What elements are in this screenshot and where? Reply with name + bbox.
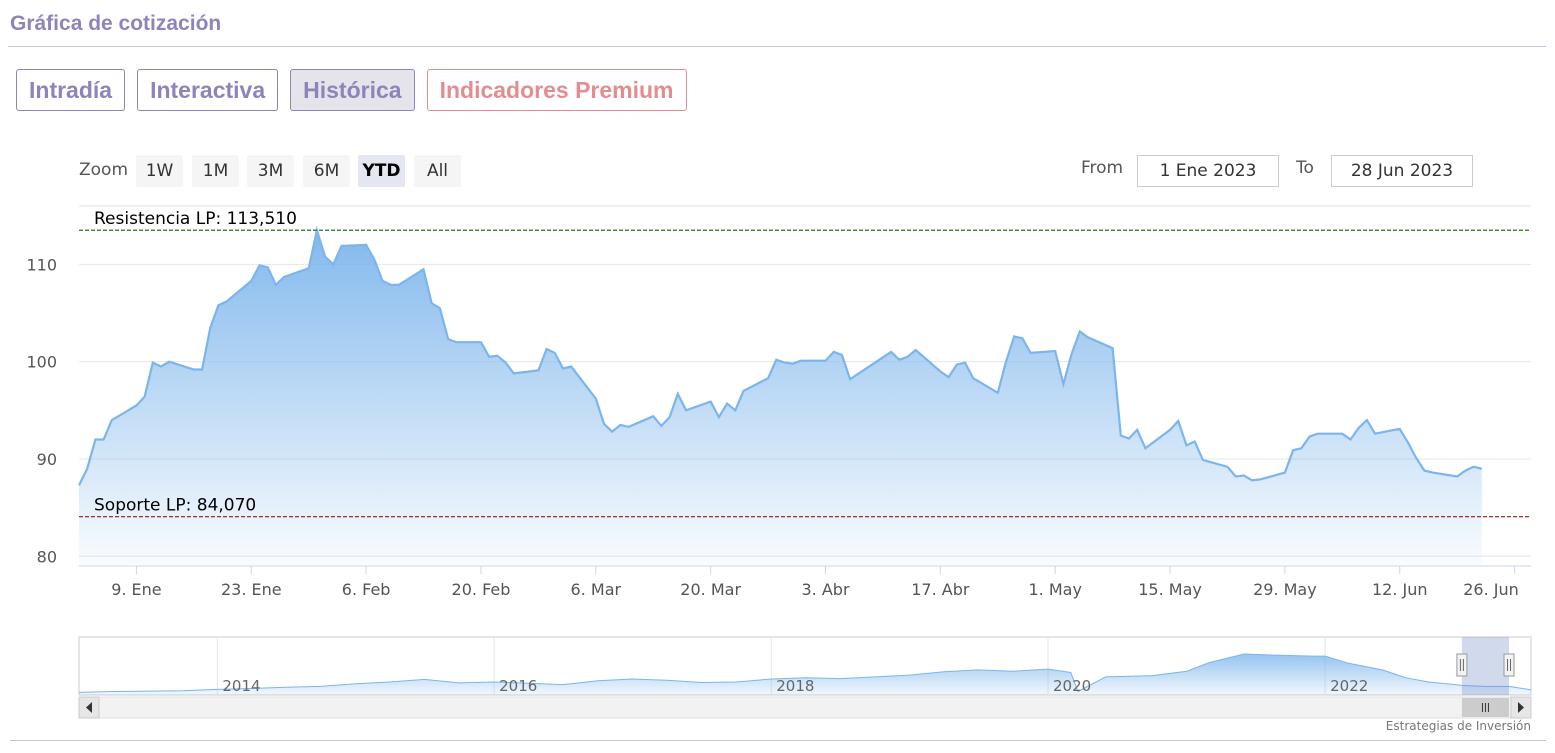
navigator-selection[interactable] (1461, 637, 1509, 695)
x-tick-label: 12. Jun (1372, 580, 1428, 599)
x-tick-label: 6. Feb (342, 580, 391, 599)
x-tick-label: 23. Ene (221, 580, 282, 599)
bottom-divider (10, 740, 1546, 741)
zoom-1w-button[interactable]: 1W (136, 155, 183, 187)
navigator-year-label: 2020 (1053, 677, 1091, 695)
x-tick-label: 26. Jun (1463, 580, 1519, 599)
zoom-ytd-button[interactable]: YTD (358, 155, 405, 187)
zoom-all-button[interactable]: All (414, 155, 461, 187)
x-tick-label: 1. May (1028, 580, 1081, 599)
y-tick-label: 80 (37, 547, 57, 566)
navigator-year-label: 2014 (222, 677, 260, 695)
navigator-area (79, 654, 1531, 695)
price-area (79, 230, 1482, 567)
x-tick-label: 6. Mar (571, 580, 622, 599)
section-title: Gráfica de cotización (10, 12, 222, 35)
x-tick-label: 20. Feb (452, 580, 511, 599)
to-date-input[interactable] (1331, 155, 1473, 187)
arrow-right-icon (1518, 702, 1524, 713)
zoom-label: Zoom (79, 160, 129, 180)
tab-intradia[interactable]: Intradía (16, 69, 126, 111)
arrow-left-icon (86, 702, 92, 713)
navigator-year-label: 2018 (776, 677, 814, 695)
title-divider (8, 46, 1546, 47)
x-tick-label: 20. Mar (680, 580, 741, 599)
zoom-1m-button[interactable]: 1M (192, 155, 239, 187)
resistance-label: Resistencia LP: 113,510 (94, 209, 297, 229)
navigator-right-handle[interactable] (1503, 653, 1515, 677)
tab-interactiva[interactable]: Interactiva (137, 69, 279, 111)
price-line[interactable] (78, 225, 1483, 486)
navigator-line (78, 653, 1532, 693)
navigator-left-handle[interactable] (1456, 653, 1468, 677)
x-tick-label: 15. May (1138, 580, 1202, 599)
y-tick-label: 110 (26, 255, 57, 274)
chart-credit: Estrategias de Inversión (1385, 719, 1531, 733)
to-label: To (1296, 158, 1314, 178)
from-label: From (1081, 158, 1124, 178)
tab-historica[interactable]: Histórica (290, 69, 415, 111)
navigator-scrollbar-track[interactable] (78, 696, 1532, 719)
zoom-3m-button[interactable]: 3M (247, 155, 294, 187)
zoom-6m-button[interactable]: 6M (303, 155, 350, 187)
x-tick-label: 9. Ene (111, 580, 161, 599)
y-tick-label: 90 (37, 450, 57, 469)
x-tick-label: 3. Abr (801, 580, 849, 599)
chart-tabs: Intradía Interactiva Histórica Indicador… (16, 69, 687, 111)
x-tick-label: 17. Abr (911, 580, 970, 599)
y-tick-label: 100 (26, 353, 57, 372)
x-tick-label: 29. May (1253, 580, 1317, 599)
navigator-year-label: 2016 (499, 677, 537, 695)
navigator-year-label: 2022 (1330, 677, 1368, 695)
support-label: Soporte LP: 84,070 (94, 496, 256, 516)
from-date-input[interactable] (1137, 155, 1279, 187)
tab-indicadores-premium[interactable]: Indicadores Premium (426, 69, 687, 111)
